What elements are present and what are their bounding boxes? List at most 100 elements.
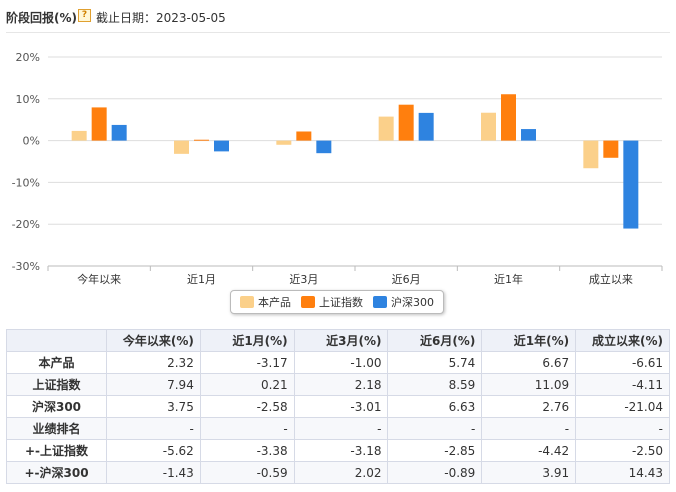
table-cell: 2.18 [293,373,389,396]
table-cell: - [199,417,295,440]
row-label: 本产品 [6,351,107,374]
table-row: 上证指数 7.94 0.21 2.18 8.59 11.09 -4.11 [6,373,670,396]
table-cell: -3.38 [199,439,295,462]
table-column-header: 近3月(%) [293,329,389,352]
table-row: +-沪深300 -1.43 -0.59 2.02 -0.89 3.91 14.43 [6,461,670,484]
bar[interactable] [91,107,107,141]
table-cell: -2.85 [387,439,483,462]
legend-label: 本产品 [258,296,291,309]
table-cell: -6.61 [575,351,670,374]
table-cell: -3.17 [199,351,295,374]
chart-header: 阶段回报(%) ? 截止日期：2023-05-05 [0,0,676,33]
table-cell: - [575,417,670,440]
y-tick-label: -30% [12,260,40,273]
bar[interactable] [521,129,536,141]
y-tick-label: 0% [23,135,40,148]
y-tick-label: 10% [16,93,40,106]
legend-swatch [240,296,254,308]
table-cell: 0.21 [199,373,295,396]
bar[interactable] [316,140,332,154]
y-tick-label: 20% [16,51,40,64]
table-cell: - [293,417,389,440]
table-cell: -5.62 [106,439,201,462]
table-cell: 2.32 [106,351,201,374]
table-cell: 6.67 [481,351,577,374]
legend-swatch [373,296,387,308]
table-cell: -2.50 [575,439,670,462]
bar[interactable] [481,112,496,141]
table-cell: 7.94 [106,373,201,396]
table-cell: 8.59 [387,373,483,396]
legend-item[interactable]: 本产品 [240,294,291,310]
table-column-header: 今年以来(%) [106,329,201,352]
bar[interactable] [603,140,619,158]
table-cell: 11.09 [481,373,577,396]
table-column-header: 近1年(%) [481,329,577,352]
table-cell: 3.91 [481,461,577,484]
bar[interactable] [71,130,87,141]
table-cell: - [106,417,201,440]
table-body: 本产品 2.32 -3.17 -1.00 5.74 6.67 -6.61 上证指数 7.94 0.… [6,351,670,484]
bar[interactable] [623,140,639,229]
legend-item[interactable]: 沪深300 [373,294,434,310]
returns-bar-chart: 20% 10% 0% -10% -20% -30% 今年以来 近1月 近3月 近6月 近1年 成立以来 [12,51,663,286]
x-tick-label: 近3月 [289,273,318,286]
table-cell: -3.01 [293,395,389,418]
table-column-header: 成立以来(%) [575,329,670,352]
table-cell: -0.89 [387,461,483,484]
bar[interactable] [501,94,516,141]
bar[interactable] [194,139,209,141]
bar[interactable] [418,112,434,141]
table-row: 业绩排名 - - - - - - [6,417,670,440]
table-cell: - [387,417,483,440]
table-cell: -2.58 [199,395,295,418]
x-tick-label: 近6月 [392,273,421,286]
table-cell: - [481,417,577,440]
table-cell: 5.74 [387,351,483,374]
table-row: +-上证指数 -5.62 -3.38 -3.18 -2.85 -4.42 -2.50 [6,439,670,462]
row-label: 沪深300 [6,395,107,418]
row-label: +-上证指数 [6,439,107,462]
table-cell: 2.02 [293,461,389,484]
bar[interactable] [111,124,127,141]
table-cell: 3.75 [106,395,201,418]
table-cell: -1.00 [293,351,389,374]
table-cell: -4.11 [575,373,670,396]
table-header-row: 今年以来(%) 近1月(%) 近3月(%) 近6月(%) 近1年(%) 成立以来(%) [6,329,670,352]
table-row: 本产品 2.32 -3.17 -1.00 5.74 6.67 -6.61 [6,351,670,374]
returns-table: 今年以来(%) 近1月(%) 近3月(%) 近6月(%) 近1年(%) 成立以来(%) 本… [6,329,670,484]
chart-legend: 本产品 上证指数 沪深300 [230,290,444,314]
bar[interactable] [276,140,292,145]
cutoff-date: 截止日期：2023-05-05 [96,11,226,25]
table-cell: -3.18 [293,439,389,462]
bar[interactable] [174,140,189,154]
table-cell: -4.42 [481,439,577,462]
table-cell: -0.59 [199,461,295,484]
bar[interactable] [398,104,414,141]
table-column-header: 近1月(%) [199,329,295,352]
legend-item[interactable]: 上证指数 [301,294,363,310]
table-cell: 14.43 [575,461,670,484]
x-tick-label: 今年以来 [77,272,121,286]
x-tick-label: 成立以来 [589,272,633,286]
header-divider [6,32,670,33]
table-row: 沪深300 3.75 -2.58 -3.01 6.63 2.76 -21.04 [6,395,670,418]
row-label: +-沪深300 [6,461,107,484]
legend-label: 上证指数 [319,296,363,309]
table-corner-header [6,329,107,352]
bar[interactable] [214,140,229,152]
legend-swatch [301,296,315,308]
section-title: 阶段回报(%) [6,11,77,25]
bar[interactable] [296,131,312,141]
table-cell: 2.76 [481,395,577,418]
y-tick-label: -20% [12,218,40,231]
bar[interactable] [378,116,394,141]
table-cell: -1.43 [106,461,201,484]
table-column-header: 近6月(%) [387,329,483,352]
help-icon[interactable]: ? [78,9,91,22]
bar[interactable] [583,140,599,169]
row-label: 业绩排名 [6,417,107,440]
x-tick-label: 近1年 [494,272,523,286]
y-tick-label: -10% [12,176,40,189]
table-cell: -21.04 [575,395,670,418]
